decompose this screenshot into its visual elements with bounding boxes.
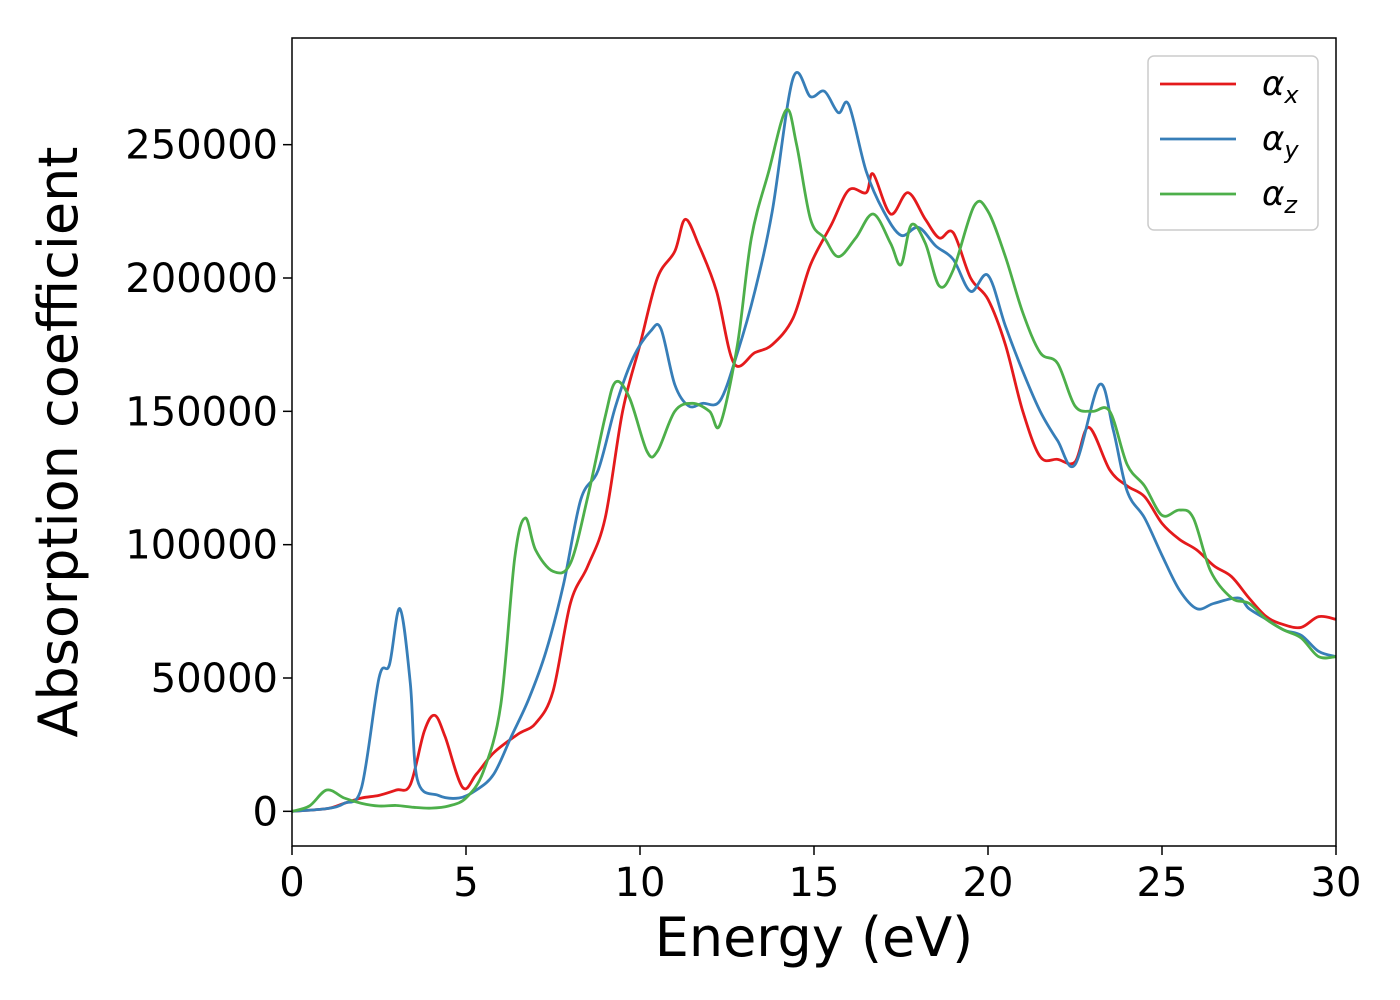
x-axis-title: Energy (eV): [655, 906, 974, 969]
x-tick-label: 15: [789, 860, 840, 906]
y-tick-label: 150000: [125, 389, 278, 435]
y-axis-title: Absorption coefficient: [27, 147, 90, 738]
series-line-z: [291, 108, 1337, 813]
x-tick-label: 30: [1311, 860, 1362, 906]
y-tick-label: 0: [253, 789, 278, 835]
legend-frame: [1147, 55, 1319, 231]
y-axis-ticks: 0 50000 100000 150000 200000 250000: [125, 123, 292, 835]
x-tick-label: 25: [1137, 860, 1188, 906]
y-tick-label: 250000: [125, 123, 278, 169]
x-tick-label: 10: [615, 860, 666, 906]
x-tick-label: 20: [963, 860, 1014, 906]
y-tick-label: 100000: [125, 523, 278, 569]
y-tick-label: 50000: [151, 656, 278, 702]
x-tick-label: 0: [279, 860, 304, 906]
series-line-y: [291, 71, 1337, 813]
x-tick-label: 5: [453, 860, 478, 906]
y-tick-label: 200000: [125, 256, 278, 302]
plot-lines: [291, 71, 1337, 813]
x-axis-ticks: 0 5 10 15 20 25 30: [279, 846, 1361, 906]
series-line-x: [291, 172, 1337, 813]
